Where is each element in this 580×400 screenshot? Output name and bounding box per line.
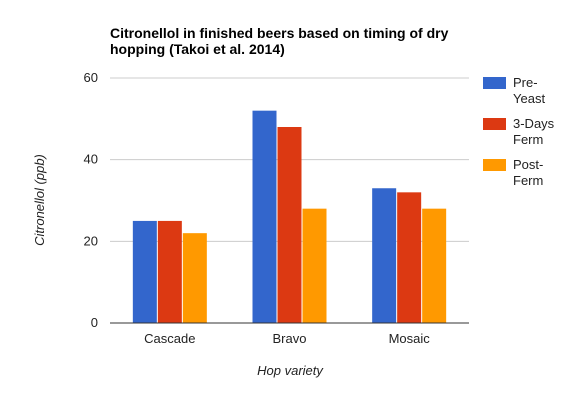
- chart-title-line-1: Citronellol in finished beers based on t…: [110, 25, 449, 41]
- legend-swatch: [483, 77, 506, 89]
- bar: [252, 110, 277, 324]
- bars: [132, 110, 447, 324]
- y-axis-ticks: 0 20 40 60: [84, 70, 98, 330]
- y-tick-label: 60: [84, 70, 98, 85]
- legend-swatch: [483, 159, 506, 171]
- bar: [157, 220, 182, 323]
- chart-title-line-2: hopping (Takoi et al. 2014): [110, 41, 285, 57]
- bar: [372, 188, 397, 323]
- bar: [397, 192, 422, 323]
- legend-label: Pre-: [513, 75, 538, 90]
- legend-label: Yeast: [513, 91, 545, 106]
- bar: [132, 220, 157, 323]
- y-tick-label: 40: [84, 152, 98, 167]
- y-tick-label: 20: [84, 233, 98, 248]
- y-tick-label: 0: [91, 315, 98, 330]
- bar: [302, 208, 327, 323]
- chart-title: Citronellol in finished beers based on t…: [110, 25, 449, 57]
- x-axis-title: Hop variety: [257, 363, 324, 378]
- y-axis-title: Citronellol (ppb): [32, 154, 47, 246]
- bar: [277, 127, 302, 323]
- legend-label: 3-Days: [513, 116, 555, 131]
- x-axis-ticks: Cascade Bravo Mosaic: [144, 331, 430, 346]
- bar: [422, 208, 447, 323]
- x-tick-label: Mosaic: [389, 331, 431, 346]
- legend-label: Post-: [513, 157, 543, 172]
- legend-label: Ferm: [513, 173, 543, 188]
- x-tick-label: Cascade: [144, 331, 195, 346]
- bar: [182, 233, 207, 323]
- legend-label: Ferm: [513, 132, 543, 147]
- x-tick-label: Bravo: [273, 331, 307, 346]
- legend-swatch: [483, 118, 506, 130]
